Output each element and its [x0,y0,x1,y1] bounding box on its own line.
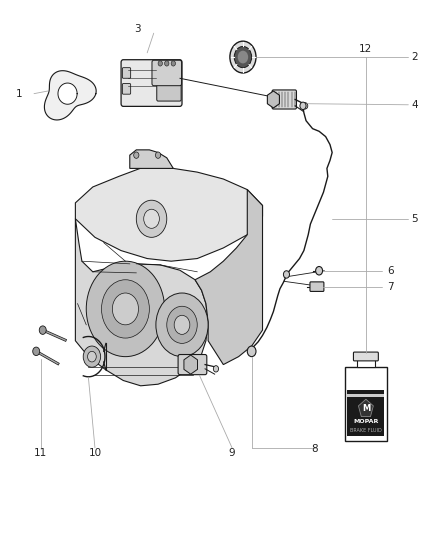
FancyBboxPatch shape [122,84,131,94]
Polygon shape [358,399,373,416]
Circle shape [165,61,169,66]
Circle shape [39,326,46,334]
Text: 3: 3 [134,25,141,35]
Text: 11: 11 [34,448,47,458]
Polygon shape [58,83,77,104]
FancyBboxPatch shape [272,90,297,109]
Circle shape [83,346,101,367]
Polygon shape [44,71,96,120]
FancyBboxPatch shape [310,282,324,292]
Text: 1: 1 [15,88,22,99]
FancyBboxPatch shape [122,68,131,78]
Polygon shape [75,166,262,261]
FancyBboxPatch shape [152,60,182,86]
Circle shape [213,366,219,372]
FancyBboxPatch shape [347,390,385,436]
Polygon shape [184,355,198,374]
Text: MOPAR: MOPAR [353,419,378,424]
FancyBboxPatch shape [353,352,378,361]
Polygon shape [267,91,279,108]
Text: 7: 7 [388,281,394,292]
Circle shape [174,316,190,334]
Text: 4: 4 [412,100,418,110]
Circle shape [155,152,161,158]
Circle shape [134,152,139,158]
FancyBboxPatch shape [121,60,182,107]
Circle shape [300,102,306,110]
Circle shape [303,103,308,109]
Circle shape [171,61,176,66]
Circle shape [136,200,167,237]
Polygon shape [195,190,262,365]
Circle shape [234,46,252,68]
FancyBboxPatch shape [345,367,387,441]
Text: 10: 10 [88,448,102,458]
Text: 5: 5 [412,214,418,224]
Circle shape [144,209,159,228]
Text: 12: 12 [359,44,372,54]
Circle shape [283,271,290,278]
Circle shape [156,293,208,357]
Circle shape [88,351,96,362]
FancyBboxPatch shape [178,354,207,375]
Circle shape [238,51,248,63]
FancyBboxPatch shape [157,66,181,101]
Circle shape [33,347,40,356]
Text: 9: 9 [229,448,235,458]
FancyBboxPatch shape [347,394,385,397]
Circle shape [113,293,138,325]
Circle shape [86,261,165,357]
Circle shape [158,61,162,66]
Circle shape [230,41,256,73]
Text: M: M [362,405,370,413]
Circle shape [247,346,256,357]
Polygon shape [75,219,208,386]
Text: BRAKE FLUID: BRAKE FLUID [350,428,382,433]
Circle shape [102,280,149,338]
Circle shape [316,266,322,275]
Polygon shape [130,150,173,168]
Text: 2: 2 [412,52,418,62]
Circle shape [167,306,197,343]
Text: 8: 8 [311,445,318,455]
Text: 6: 6 [388,266,394,276]
FancyBboxPatch shape [357,358,375,367]
